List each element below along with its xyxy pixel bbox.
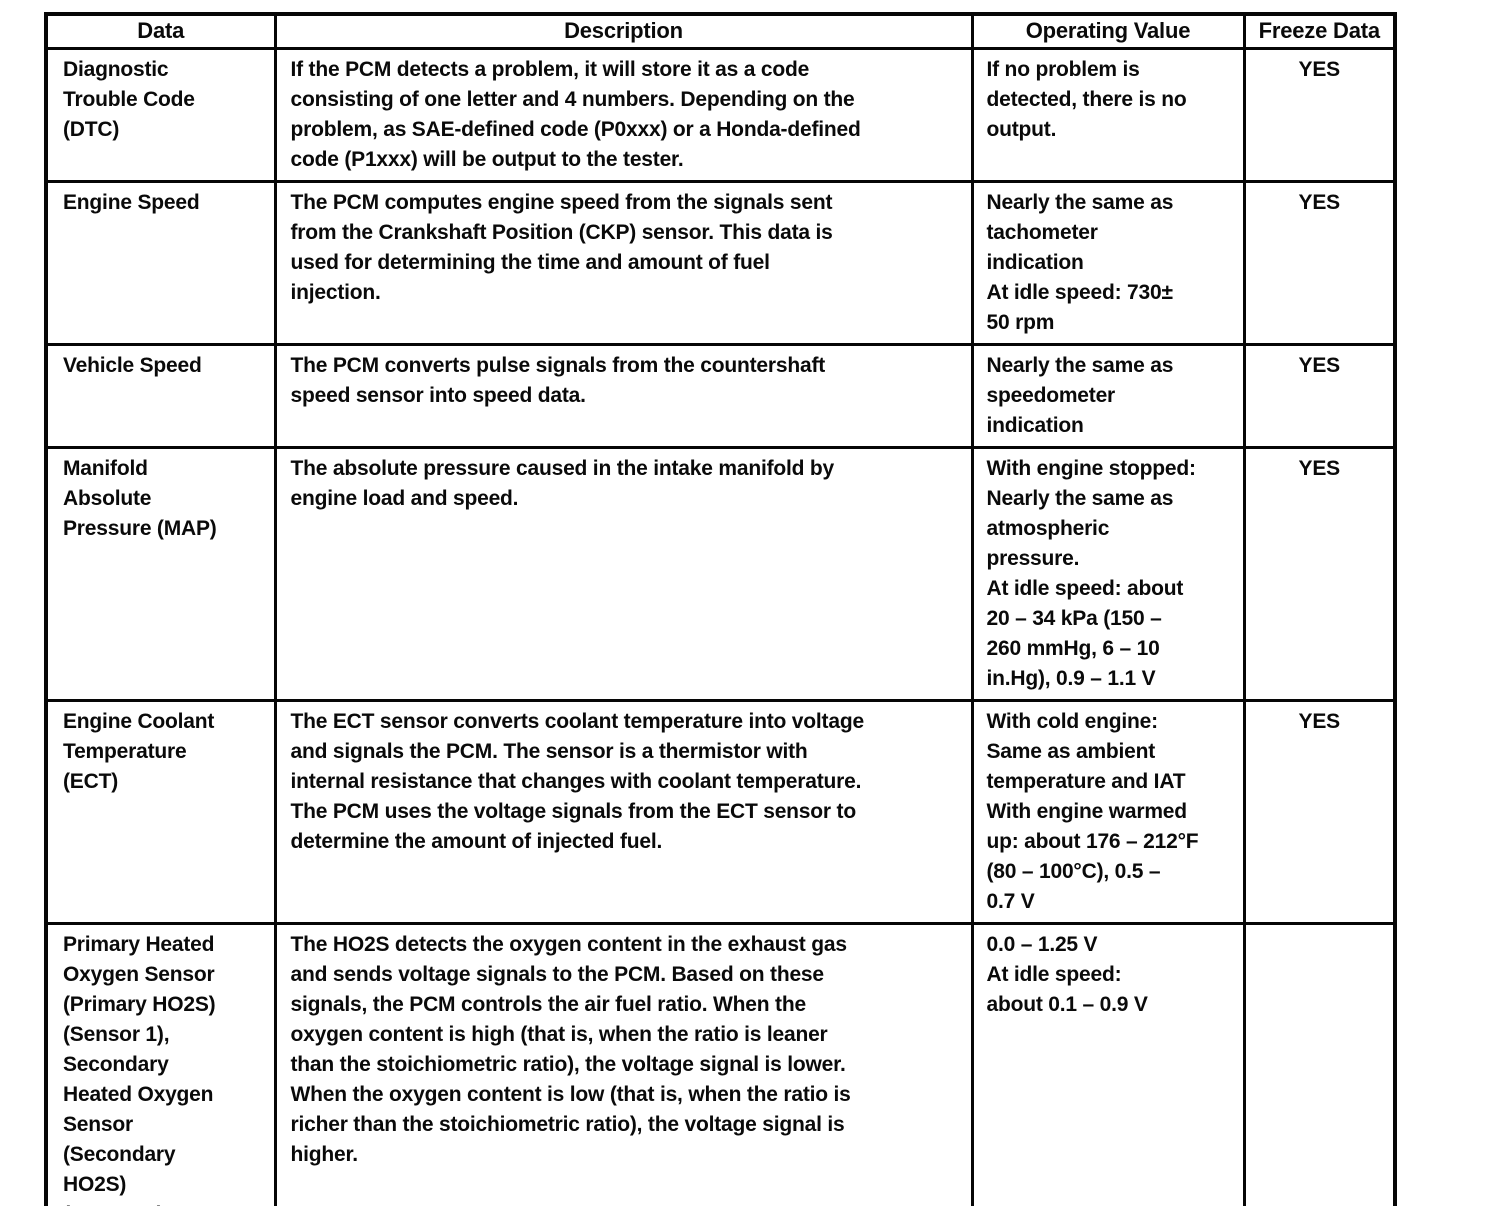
cell-data: Engine Speed (44, 179, 277, 346)
col-header-operating-value: Operating Value (970, 12, 1246, 50)
cell-operating-value: 0.0 – 1.25 V At idle speed: about 0.1 – … (970, 921, 1246, 1206)
cell-freeze-data: YES (1242, 445, 1397, 702)
table-row-map: Manifold Absolute Pressure (MAP) The abs… (44, 445, 1397, 702)
pcm-data-table: Data Description Operating Value Freeze … (44, 12, 1397, 1206)
cell-description: The ECT sensor converts coolant temperat… (273, 698, 974, 925)
cell-operating-value: With cold engine: Same as ambient temper… (970, 698, 1246, 925)
cell-operating-value: With engine stopped: Nearly the same as … (970, 445, 1246, 702)
cell-description: The HO2S detects the oxygen content in t… (273, 921, 974, 1206)
cell-data: Primary Heated Oxygen Sensor (Primary HO… (44, 921, 277, 1206)
cell-operating-value: Nearly the same as tachometer indication… (970, 179, 1246, 346)
cell-data: Vehicle Speed (44, 342, 277, 449)
table-row-vehicle-speed: Vehicle Speed The PCM converts pulse sig… (44, 342, 1397, 449)
cell-data: Engine Coolant Temperature (ECT) (44, 698, 277, 925)
cell-operating-value: If no problem is detected, there is no o… (970, 46, 1246, 183)
table-row-ho2s: Primary Heated Oxygen Sensor (Primary HO… (44, 921, 1397, 1206)
cell-description: If the PCM detects a problem, it will st… (273, 46, 974, 183)
cell-freeze-data (1242, 921, 1397, 1206)
col-header-description: Description (273, 12, 974, 50)
cell-data: Manifold Absolute Pressure (MAP) (44, 445, 277, 702)
cell-freeze-data: YES (1242, 342, 1397, 449)
col-header-data: Data (44, 12, 277, 50)
cell-freeze-data: YES (1242, 46, 1397, 183)
cell-description: The absolute pressure caused in the inta… (273, 445, 974, 702)
cell-data: Diagnostic Trouble Code (DTC) (44, 46, 277, 183)
cell-freeze-data: YES (1242, 698, 1397, 925)
cell-freeze-data: YES (1242, 179, 1397, 346)
cell-description: The PCM converts pulse signals from the … (273, 342, 974, 449)
col-header-freeze-data: Freeze Data (1242, 12, 1397, 50)
table-row-ect: Engine Coolant Temperature (ECT) The ECT… (44, 698, 1397, 925)
cell-operating-value: Nearly the same as speedometer indicatio… (970, 342, 1246, 449)
cell-description: The PCM computes engine speed from the s… (273, 179, 974, 346)
table-row-dtc: Diagnostic Trouble Code (DTC) If the PCM… (44, 46, 1397, 183)
table-row-engine-speed: Engine Speed The PCM computes engine spe… (44, 179, 1397, 346)
table-header-row: Data Description Operating Value Freeze … (44, 12, 1397, 50)
